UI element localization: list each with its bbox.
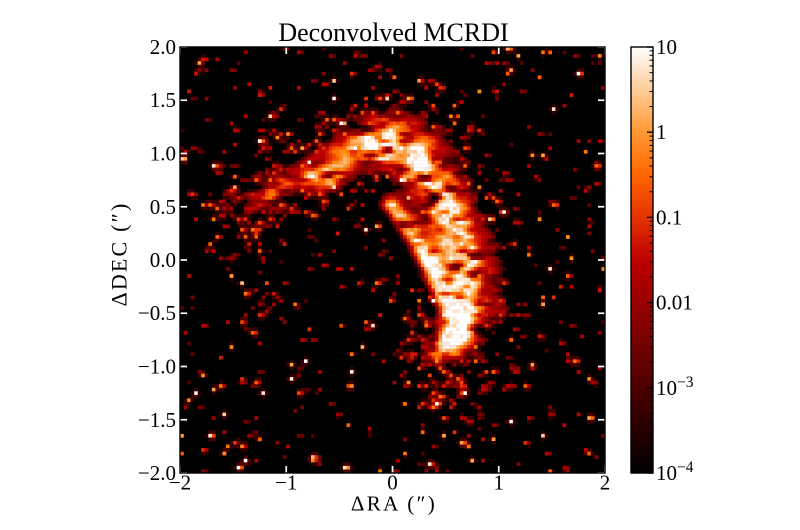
svg-text:1: 1: [656, 120, 667, 144]
svg-text:0.01: 0.01: [656, 291, 693, 315]
svg-text:0.0: 0.0: [150, 248, 176, 272]
svg-text:0: 0: [387, 471, 398, 495]
svg-text:−1: −1: [275, 471, 297, 495]
svg-text:−2.0: −2.0: [138, 461, 176, 485]
svg-text:−2: −2: [169, 471, 191, 495]
svg-text:−0.5: −0.5: [138, 301, 176, 325]
svg-text:1: 1: [494, 471, 505, 495]
svg-text:0.5: 0.5: [150, 195, 176, 219]
svg-text:−1.5: −1.5: [138, 408, 176, 432]
svg-text:−1.0: −1.0: [138, 355, 176, 379]
svg-text:1.0: 1.0: [150, 142, 176, 166]
svg-text:Deconvolved MCRDI: Deconvolved MCRDI: [278, 18, 508, 47]
svg-text:2: 2: [600, 471, 611, 495]
svg-text:ΔDEC (″): ΔDEC (″): [107, 201, 132, 306]
svg-text:0.1: 0.1: [656, 205, 682, 229]
svg-text:ΔRA (″): ΔRA (″): [351, 492, 437, 516]
svg-text:1.5: 1.5: [150, 88, 176, 112]
svg-text:2.0: 2.0: [150, 35, 176, 59]
svg-text:10: 10: [656, 35, 677, 59]
